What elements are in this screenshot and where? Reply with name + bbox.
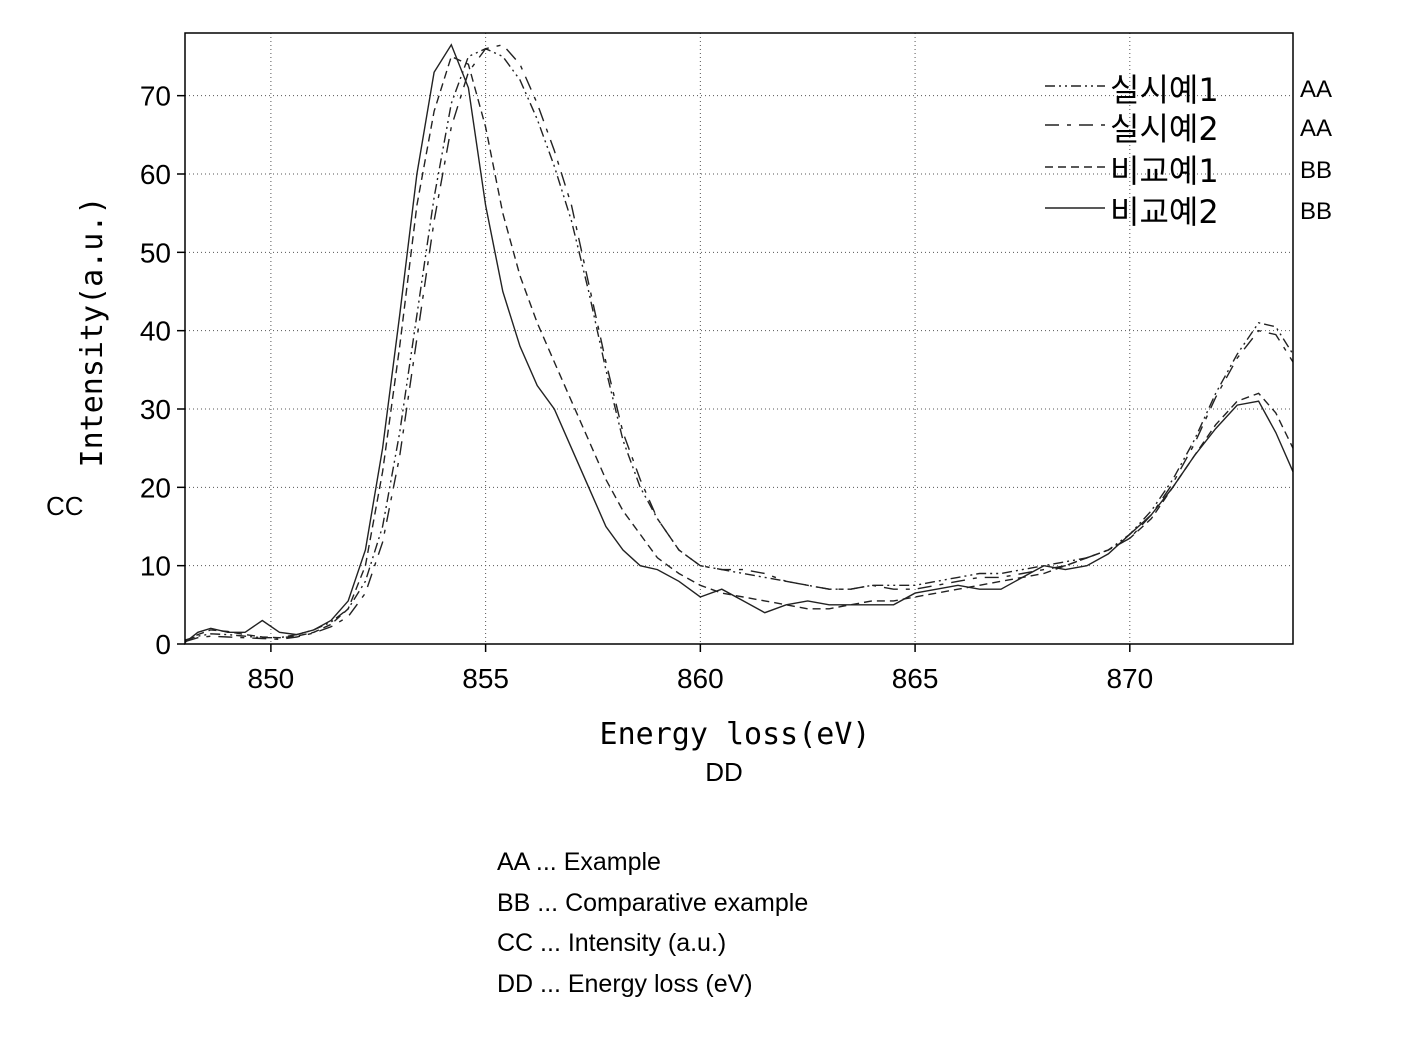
x-tick-label-855: 855	[462, 663, 509, 694]
legend: 실시예1 AA 실시예2 AA 비교예1 BB 비교예2 BB	[1045, 71, 1332, 231]
y-tick-label-20: 20	[140, 472, 171, 503]
legend-label-2: 실시예2	[1110, 110, 1219, 148]
note-bb: BB ... Comparative example	[497, 883, 808, 924]
x-axis-code-marker: DD	[705, 757, 743, 787]
code-notes: AA ... Example BB ... Comparative exampl…	[497, 842, 808, 1004]
x-axis-ticks: 850 855 860 865 870	[248, 644, 1154, 694]
x-tick-label-870: 870	[1106, 663, 1153, 694]
y-tick-label-60: 60	[140, 159, 171, 190]
y-tick-label-0: 0	[155, 629, 171, 660]
note-cc: CC ... Intensity (a.u.)	[497, 923, 808, 964]
note-aa: AA ... Example	[497, 842, 808, 883]
legend-code-4: BB	[1300, 198, 1332, 225]
y-axis-label: Intensity(a.u.)	[75, 197, 110, 468]
legend-code-2: AA	[1300, 115, 1332, 142]
x-tick-label-850: 850	[248, 663, 295, 694]
y-tick-label-30: 30	[140, 394, 171, 425]
x-axis-label: Energy loss(eV)	[600, 717, 871, 752]
legend-label-3: 비교예1	[1110, 152, 1219, 190]
y-tick-label-40: 40	[140, 316, 171, 347]
y-tick-label-50: 50	[140, 237, 171, 268]
legend-label-4: 비교예2	[1110, 193, 1219, 231]
legend-code-3: BB	[1300, 157, 1332, 184]
x-tick-label-860: 860	[677, 663, 724, 694]
note-dd: DD ... Energy loss (eV)	[497, 964, 808, 1005]
y-tick-label-10: 10	[140, 551, 171, 582]
y-axis-code-marker: CC	[46, 491, 84, 521]
legend-label-1: 실시예1	[1110, 71, 1219, 109]
x-tick-label-865: 865	[892, 663, 939, 694]
legend-code-1: AA	[1300, 76, 1332, 103]
spectrum-chart: 850 855 860 865 870 0 10 20 30 40 50 60 70 Energy l…	[0, 0, 1415, 840]
y-axis-ticks: 0 10 20 30 40 50 60 70	[140, 81, 185, 660]
y-tick-label-70: 70	[140, 81, 171, 112]
